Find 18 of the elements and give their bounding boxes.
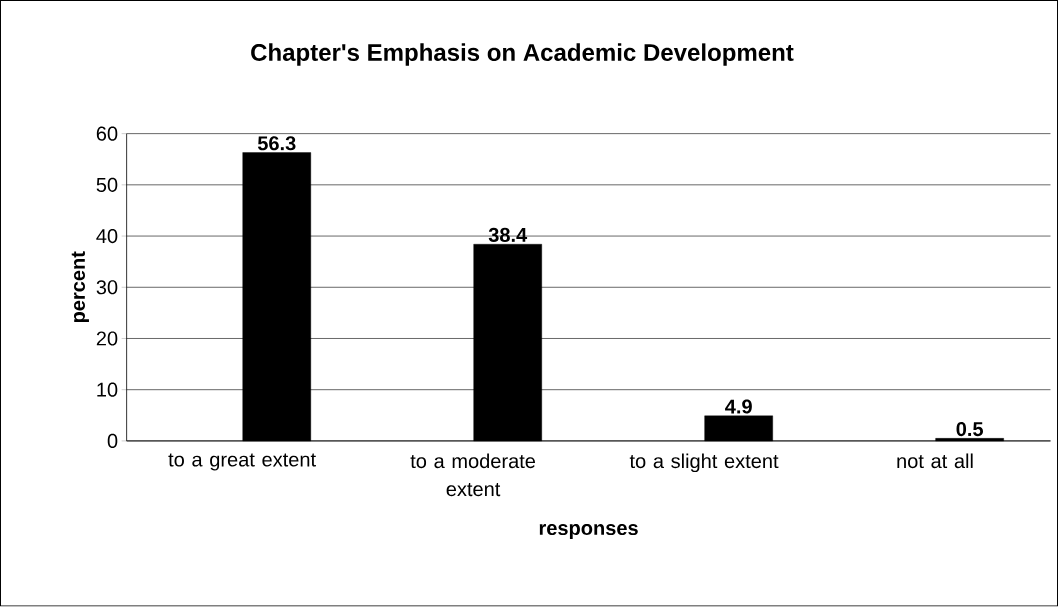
y-tick-label: 40 [96, 229, 118, 244]
y-tick-label: 20 [96, 331, 118, 346]
x-tick-label: not at all [897, 453, 973, 469]
y-tick-label: 0 [107, 434, 118, 449]
data-label: 0.5 [956, 422, 984, 437]
y-tick-label: 60 [96, 126, 118, 141]
chart-title: Chapter's Emphasis on Academic Development [251, 43, 794, 66]
data-label: 4.9 [725, 399, 752, 414]
x-tick-label: to a great extent [168, 453, 316, 471]
y-tick-label: 30 [96, 280, 118, 295]
y-axis-title: percent [71, 251, 89, 323]
x-tick-label: to a moderate extent [410, 453, 536, 497]
data-label: 38.4 [488, 228, 528, 243]
x-tick-label: to a slight extent [629, 453, 779, 473]
y-tick-label: 10 [97, 382, 118, 397]
data-label: 56.3 [257, 136, 296, 151]
x-axis-title: responses [539, 524, 638, 540]
y-tick-label: 50 [96, 177, 118, 193]
